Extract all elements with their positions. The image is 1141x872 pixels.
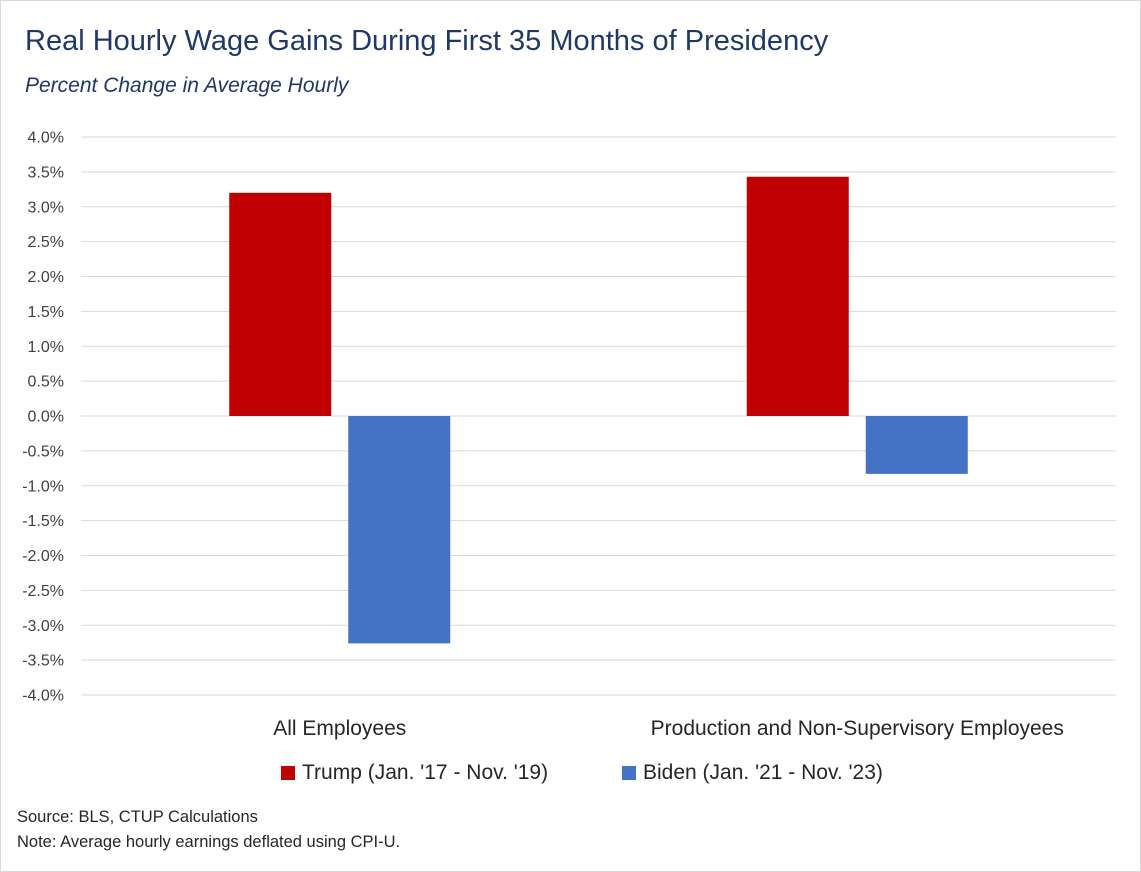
y-tick-label: -2.5%	[22, 583, 64, 600]
y-tick-label: -1.0%	[22, 478, 64, 495]
legend-label-trump: Trump (Jan. '17 - Nov. '19)	[302, 761, 549, 784]
y-tick-label: 0.0%	[28, 409, 64, 426]
y-tick-label: 3.0%	[28, 199, 64, 216]
legend-label-biden: Biden (Jan. '21 - Nov. '23)	[643, 761, 883, 784]
bar-biden-1	[865, 416, 968, 474]
y-tick-label: 0.5%	[28, 374, 64, 391]
y-tick-label: 1.0%	[28, 339, 64, 356]
bars	[229, 176, 968, 644]
y-tick-label: -3.0%	[22, 618, 64, 635]
chart-title: Real Hourly Wage Gains During First 35 M…	[25, 25, 829, 57]
x-category-label: Production and Non-Supervisory Employees	[651, 717, 1064, 740]
y-tick-label: 3.5%	[28, 164, 64, 181]
y-tick-label: 2.5%	[28, 234, 64, 251]
footnote: Note: Average hourly earnings deflated u…	[17, 833, 401, 851]
y-tick-label: 4.0%	[28, 130, 64, 147]
legend-item-biden: Biden (Jan. '21 - Nov. '23)	[622, 761, 883, 785]
chart-subtitle: Percent Change in Average Hourly	[25, 74, 349, 97]
y-tick-label: 1.5%	[28, 304, 64, 321]
x-category-label: All Employees	[273, 717, 406, 740]
source-note: Source: BLS, CTUP Calculations	[17, 808, 258, 826]
bar-chart-plot: 4.0% 3.5% 3.0% 2.5% 2.0% 1.5% 1.0% 0.5% 0.0% -0.5…	[22, 130, 1116, 740]
x-axis-categories: All Employees Production and Non-Supervis…	[273, 717, 1064, 740]
y-tick-label: -4.0%	[22, 688, 64, 705]
y-tick-label: -3.5%	[22, 653, 64, 670]
y-tick-label: -2.0%	[22, 548, 64, 565]
y-axis-ticks: 4.0% 3.5% 3.0% 2.5% 2.0% 1.5% 1.0% 0.5% 0.0% -0.5…	[22, 130, 64, 705]
bar-biden-0	[348, 416, 451, 644]
bar-trump-0	[229, 192, 332, 416]
y-tick-label: -0.5%	[22, 443, 64, 460]
bar-trump-1	[746, 176, 849, 416]
legend: Trump (Jan. '17 - Nov. '19) Biden (Jan. …	[1, 761, 1141, 791]
legend-swatch-trump	[281, 766, 295, 780]
y-tick-label: 2.0%	[28, 269, 64, 286]
y-tick-label: -1.5%	[22, 513, 64, 530]
legend-item-trump: Trump (Jan. '17 - Nov. '19)	[281, 761, 548, 785]
legend-swatch-biden	[622, 766, 636, 780]
